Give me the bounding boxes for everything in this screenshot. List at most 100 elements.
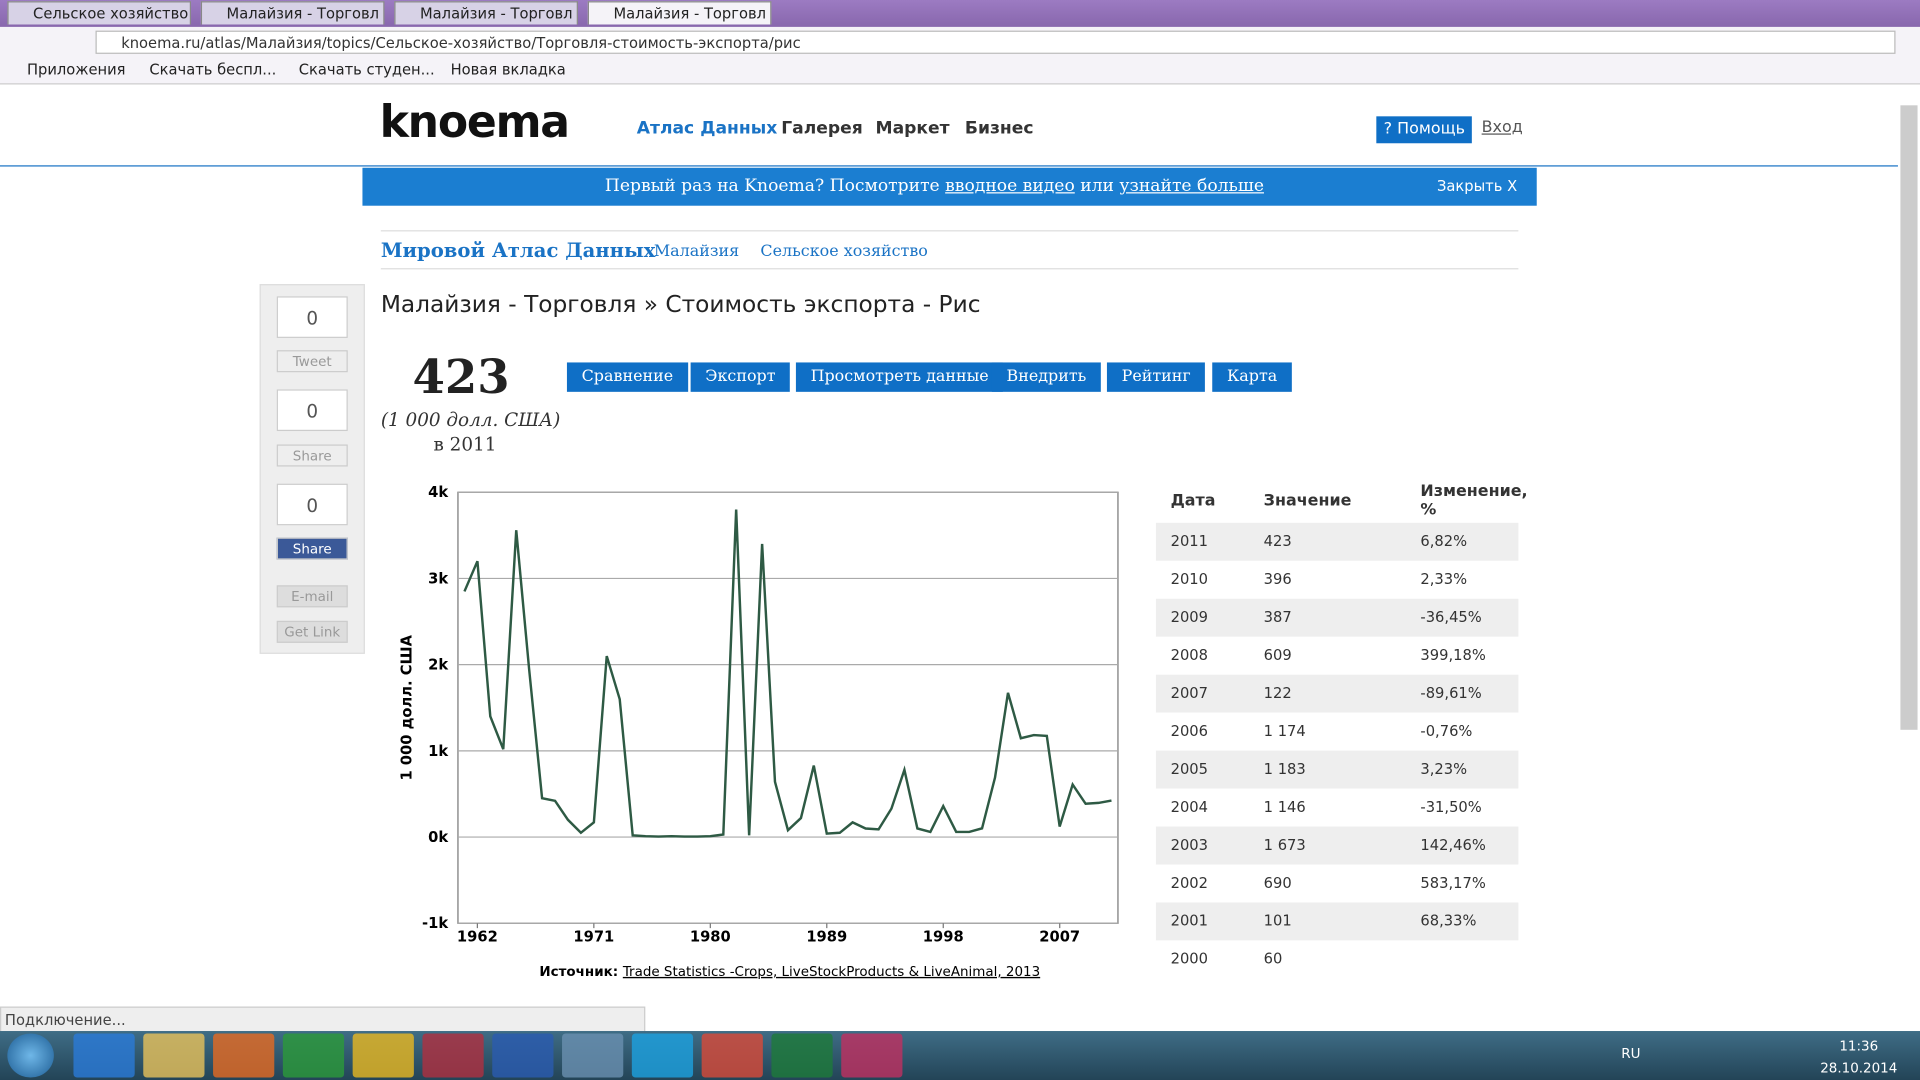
table-cell: 1 174 <box>1263 722 1306 740</box>
tab[interactable]: Малайзия - Торговл <box>587 1 772 25</box>
table-cell: 609 <box>1263 646 1292 664</box>
chart: 1 000 долл. США Источник: Trade Statisti… <box>398 484 1119 980</box>
bookmark[interactable]: Приложения <box>26 61 126 79</box>
table-cell: 2,33% <box>1420 570 1468 588</box>
nav-link[interactable]: Атлас Данных <box>636 118 778 139</box>
taskbar-app[interactable] <box>422 1033 484 1078</box>
tab[interactable]: Малайзия - Торговл <box>200 1 385 25</box>
nav-link[interactable]: Маркет <box>875 118 950 139</box>
taskbar-app[interactable] <box>562 1033 624 1078</box>
header-line <box>0 165 1898 167</box>
table-cell: 387 <box>1263 608 1292 626</box>
y-tick-label: 0k <box>428 829 449 846</box>
taskbar-app[interactable] <box>352 1033 414 1078</box>
table-row: 2011 423 6,82% <box>1155 522 1519 561</box>
action-button[interactable]: Экспорт <box>690 362 791 392</box>
table-cell: 68,33% <box>1420 912 1477 930</box>
divider <box>380 268 1519 270</box>
breadcrumb-item[interactable]: Малайзия <box>653 242 740 261</box>
taskbar-app[interactable] <box>701 1033 763 1078</box>
table-row: 2005 1 183 3,23% <box>1155 750 1519 789</box>
table-row: 2000 60 <box>1155 940 1519 979</box>
share-count: 0 <box>276 296 348 338</box>
table-row: 2001 101 68,33% <box>1155 902 1519 941</box>
table-cell: -36,45% <box>1420 608 1482 626</box>
table-cell: 1 673 <box>1263 836 1306 854</box>
table-row: 2009 387 -36,45% <box>1155 598 1519 637</box>
share-button[interactable]: Get Link <box>276 620 348 643</box>
taskbar-app[interactable] <box>282 1033 345 1078</box>
nav-link[interactable]: Бизнес <box>964 118 1034 139</box>
tab[interactable]: Сельское хозяйство <box>7 1 192 25</box>
table-row: 2008 609 399,18% <box>1155 636 1519 675</box>
help-button[interactable]: ? Помощь <box>1376 116 1473 144</box>
table-cell: 2008 <box>1170 646 1209 664</box>
data-line <box>463 509 1112 838</box>
banner-link[interactable]: вводное видео <box>945 176 1075 196</box>
share-button[interactable]: Tweet <box>276 350 348 373</box>
share-button[interactable]: E-mail <box>276 585 348 608</box>
action-button[interactable]: Внедрить <box>991 362 1102 392</box>
table-cell: 60 <box>1263 950 1283 968</box>
table-header: Значение <box>1263 492 1352 511</box>
bookmark[interactable]: Новая вкладка <box>450 61 566 79</box>
table-cell: 423 <box>1263 532 1292 550</box>
x-tick-label: 1971 <box>573 929 614 946</box>
taskbar-app[interactable] <box>771 1033 833 1078</box>
x-tick-label: 1980 <box>690 929 731 946</box>
x-tick-label: 1962 <box>457 929 498 946</box>
y-tick-label: 3k <box>428 570 449 587</box>
taskbar-app[interactable] <box>143 1033 205 1078</box>
taskbar-app[interactable] <box>492 1033 554 1078</box>
table-cell: 396 <box>1263 570 1292 588</box>
taskbar-app[interactable] <box>841 1033 903 1078</box>
stat-unit: (1 000 долл. США) <box>380 408 561 432</box>
source: Источник: Trade Statistics -Crops, LiveS… <box>539 965 1040 980</box>
taskbar-app[interactable] <box>631 1033 694 1078</box>
table-cell: 2009 <box>1170 608 1209 626</box>
logo[interactable]: knoema <box>379 97 570 149</box>
source-link[interactable]: Trade Statistics -Crops, LiveStockProduc… <box>622 965 1040 980</box>
login-link[interactable]: Вход <box>1481 118 1523 138</box>
source-label: Источник: <box>539 965 622 980</box>
table-row: 2007 122 -89,61% <box>1155 674 1519 713</box>
table-cell: 2007 <box>1170 684 1209 702</box>
taskbar-app[interactable] <box>73 1033 135 1078</box>
table-cell: 2002 <box>1170 874 1209 892</box>
banner-text: или <box>1074 176 1120 196</box>
table-cell: 2005 <box>1170 760 1209 778</box>
plot-area <box>457 491 1119 924</box>
action-button[interactable]: Карта <box>1212 362 1292 392</box>
action-button[interactable]: Сравнение <box>566 362 688 392</box>
taskbar-app[interactable] <box>213 1033 275 1078</box>
share-button[interactable]: Share <box>276 537 348 560</box>
date[interactable]: 28.10.2014 <box>1820 1060 1898 1077</box>
x-tick-label: 1989 <box>806 929 847 946</box>
stat-value: 423 <box>412 348 510 405</box>
scrollbar <box>1900 105 1918 730</box>
action-button[interactable]: Просмотреть данные <box>795 362 1004 392</box>
table-header: Дата <box>1170 492 1216 511</box>
table-row: 2006 1 174 -0,76% <box>1155 712 1519 751</box>
bookmark[interactable]: Скачать студен... <box>298 61 435 79</box>
x-tick-label: 1998 <box>923 929 964 946</box>
share-button[interactable]: Share <box>276 444 348 467</box>
banner-link[interactable]: узнайте больше <box>1119 176 1264 196</box>
breadcrumb-item[interactable]: Мировой Атлас Данных <box>380 238 656 263</box>
nav-link[interactable]: Галерея <box>781 118 863 139</box>
language[interactable]: RU <box>1621 1045 1641 1062</box>
address-bar[interactable]: knoema.ru/atlas/Малайзия/topics/Сельское… <box>95 30 1896 54</box>
clock[interactable]: 11:36 <box>1839 1038 1879 1055</box>
banner-close[interactable]: Закрыть X <box>1436 177 1518 195</box>
y-tick-label: -1k <box>422 915 449 932</box>
bookmark[interactable]: Скачать беспл... <box>149 61 277 79</box>
table-cell: 142,46% <box>1420 836 1486 854</box>
x-tick-label: 2007 <box>1039 929 1080 946</box>
breadcrumb-item[interactable]: Сельское хозяйство <box>760 242 928 261</box>
tab[interactable]: Малайзия - Торговл <box>394 1 578 25</box>
table-cell: 690 <box>1263 874 1292 892</box>
action-button[interactable]: Рейтинг <box>1106 362 1206 392</box>
start-button[interactable] <box>7 1033 54 1078</box>
